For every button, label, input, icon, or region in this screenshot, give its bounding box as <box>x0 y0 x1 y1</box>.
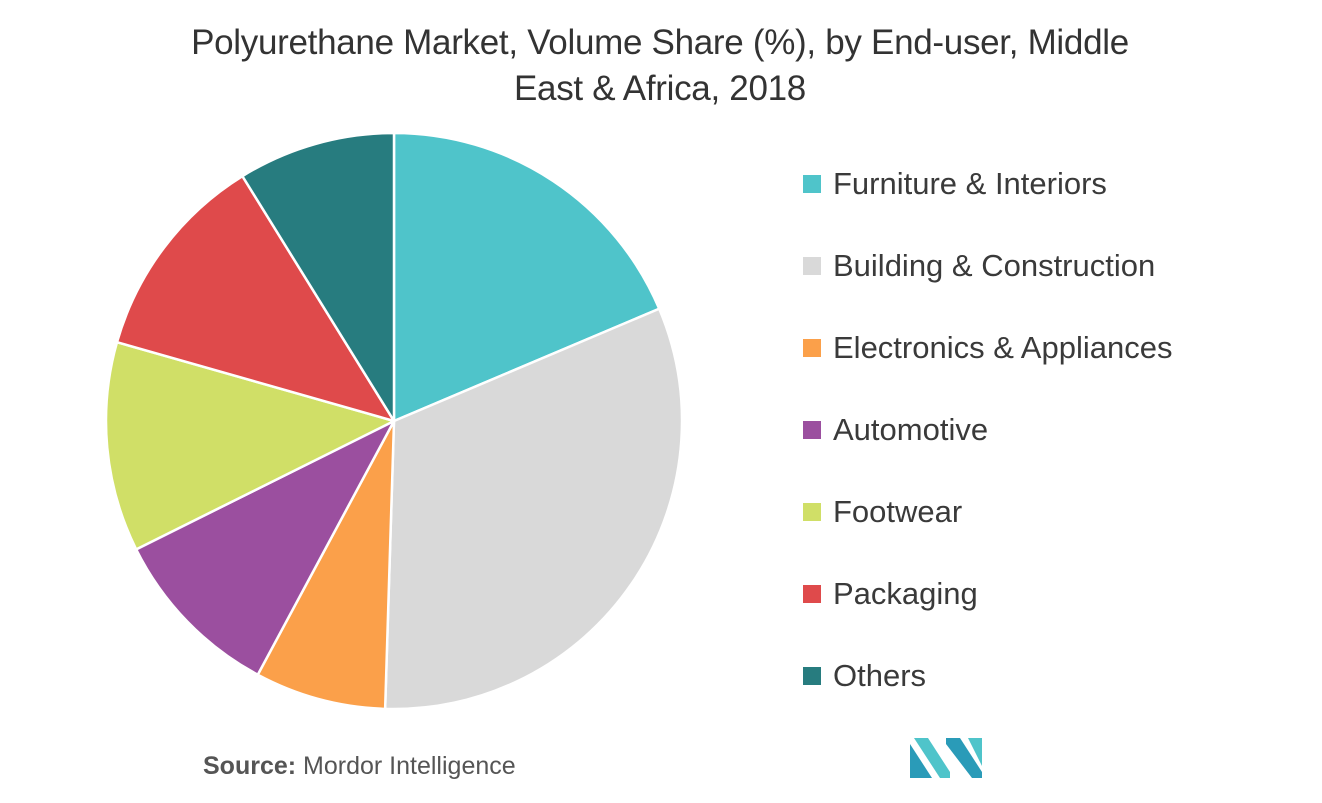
legend-label: Automotive <box>833 412 989 447</box>
legend-label: Packaging <box>833 576 978 611</box>
legend-swatch <box>803 667 821 685</box>
pie-slice-automotive <box>134 419 396 676</box>
legend-swatch <box>803 339 821 357</box>
legend-label: Footwear <box>833 494 963 529</box>
source-note: Source: Mordor Intelligence <box>203 752 516 781</box>
chart-title-line-1: Polyurethane Market, Volume Share (%), b… <box>191 23 1129 62</box>
legend-label: Electronics & Appliances <box>833 330 1173 365</box>
pie-slice-packaging <box>115 174 396 423</box>
legend-label: Furniture & Interiors <box>833 166 1107 201</box>
legend-swatch <box>803 585 821 603</box>
legend-label: Building & Construction <box>833 248 1156 283</box>
source-text: Mordor Intelligence <box>303 752 516 780</box>
pie-slice-furniture-interiors <box>392 131 661 423</box>
legend-swatch <box>803 421 821 439</box>
pie-slice-footwear <box>104 340 396 551</box>
chart-title: Polyurethane Market, Volume Share (%), b… <box>110 20 1210 112</box>
pie-slice-electronics-appliances <box>256 419 396 711</box>
source-label: Source: <box>203 752 297 780</box>
legend-swatch <box>803 175 821 193</box>
legend-label: Others <box>833 658 927 693</box>
mordor-intelligence-logo-icon <box>910 738 982 778</box>
pie-slice-others <box>241 131 396 423</box>
legend-swatch <box>803 503 821 521</box>
pie-slice-building-construction <box>383 307 684 711</box>
pie-chart <box>104 131 684 711</box>
legend-swatch <box>803 257 821 275</box>
chart-title-line-2: East & Africa, 2018 <box>514 69 806 108</box>
